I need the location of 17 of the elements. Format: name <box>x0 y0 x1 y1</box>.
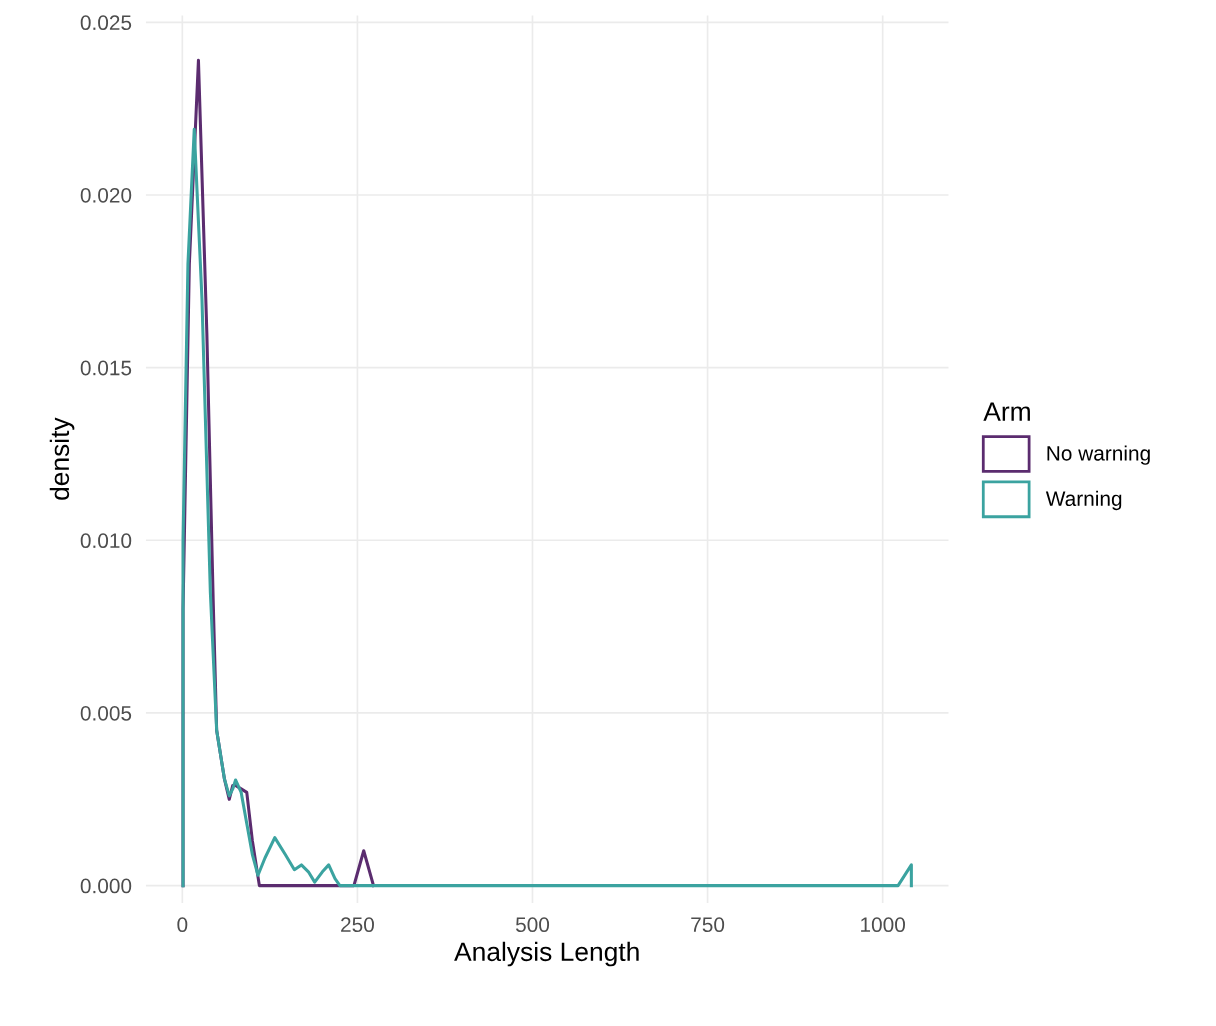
legend-label: No warning <box>1047 445 1150 465</box>
x-tick-label: 250 <box>341 917 374 933</box>
line-series <box>181 127 913 888</box>
x-tick-label: 500 <box>515 917 550 933</box>
y-tick-label: 0.005 <box>80 705 132 721</box>
y-tick-label: 0.020 <box>80 187 132 203</box>
x-tick-label: 750 <box>691 917 725 933</box>
legend-label: Warning <box>1045 490 1122 511</box>
x-axis-title: Analysis Length <box>454 941 639 967</box>
y-tick-label: 0.025 <box>80 15 132 31</box>
x-tick-label: 1000 <box>861 917 906 933</box>
y-tick-label: 0.010 <box>80 533 132 549</box>
x-tick-label: 0 <box>177 917 188 933</box>
legend-title: Arm <box>983 402 1030 421</box>
y-tick-label: 0.015 <box>80 360 132 376</box>
y-tick-label: 0.000 <box>80 878 132 894</box>
y-axis-title: density <box>49 417 75 500</box>
